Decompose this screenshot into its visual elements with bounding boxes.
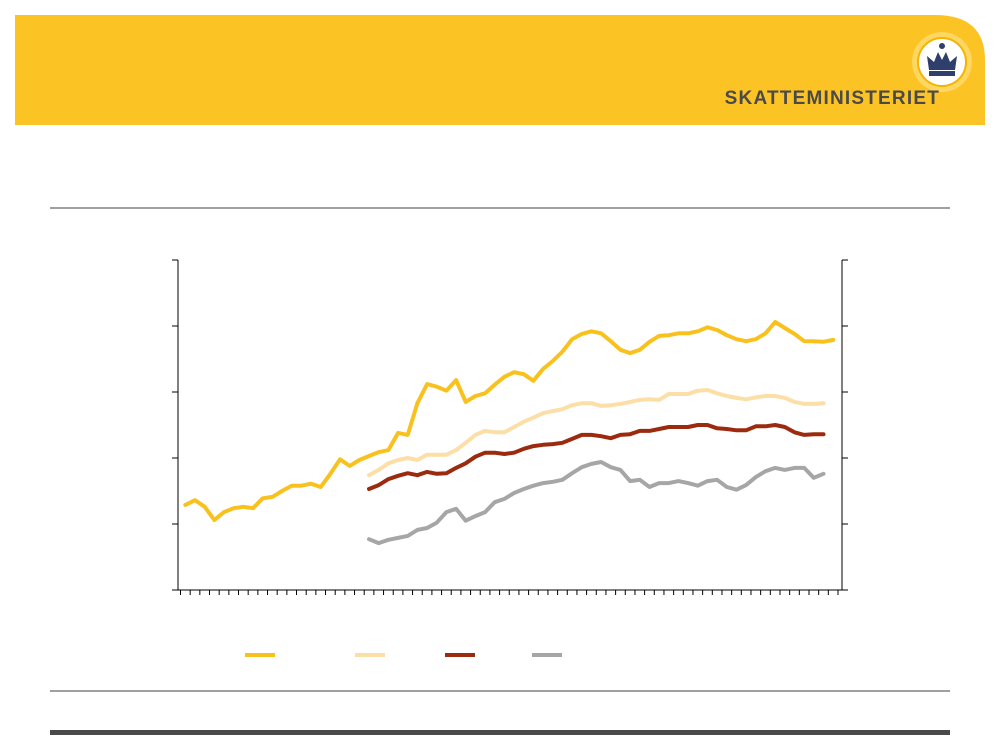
- series-line: [367, 423, 826, 491]
- series-line: [183, 320, 836, 522]
- footer-bar: [50, 730, 950, 735]
- series-line: [367, 388, 826, 478]
- brand: SKATTEMINISTERIET: [725, 88, 940, 109]
- header-band: [15, 15, 985, 125]
- series-line: [367, 460, 826, 546]
- logo: [912, 32, 972, 92]
